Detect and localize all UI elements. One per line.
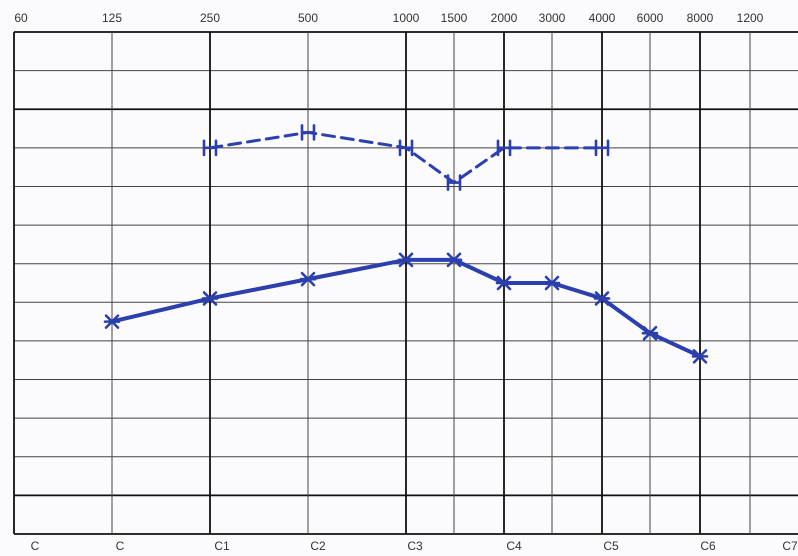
data-point bbox=[446, 174, 462, 191]
top-tick-label: 500 bbox=[298, 11, 318, 25]
point-marker bbox=[103, 314, 121, 329]
top-tick-label: 6000 bbox=[637, 11, 664, 25]
top-tick-label: 250 bbox=[200, 11, 220, 25]
point-marker bbox=[641, 325, 659, 341]
top-tick-label: 1000 bbox=[393, 11, 420, 25]
data-point bbox=[201, 291, 219, 306]
top-tick-label: 4000 bbox=[589, 11, 616, 25]
top-tick-label: 2000 bbox=[491, 11, 518, 25]
top-tick-label: 60 bbox=[14, 11, 28, 25]
data-point bbox=[398, 139, 414, 157]
point-marker bbox=[593, 291, 611, 306]
point-marker bbox=[397, 252, 415, 268]
bottom-tick-label: C4 bbox=[506, 539, 522, 553]
point-marker bbox=[496, 139, 512, 157]
data-point bbox=[397, 252, 415, 268]
point-marker bbox=[594, 139, 610, 157]
bottom-tick-label: C bbox=[116, 539, 125, 553]
data-point bbox=[202, 139, 218, 157]
data-point bbox=[593, 291, 611, 306]
bottom-tick-label: C6 bbox=[700, 539, 716, 553]
data-point bbox=[594, 139, 610, 157]
point-marker bbox=[300, 124, 316, 141]
top-tick-label: 1500 bbox=[441, 11, 468, 25]
point-marker bbox=[445, 252, 463, 268]
bottom-tick-label: C bbox=[31, 539, 40, 553]
data-point bbox=[103, 314, 121, 329]
point-marker bbox=[543, 275, 561, 291]
data-point bbox=[691, 349, 709, 364]
point-marker bbox=[691, 349, 709, 364]
top-tick-label: 8000 bbox=[687, 11, 714, 25]
dashed-series bbox=[202, 124, 610, 191]
data-point bbox=[641, 325, 659, 341]
data-point bbox=[445, 252, 463, 268]
grid bbox=[13, 31, 798, 535]
top-tick-label: 125 bbox=[102, 11, 122, 25]
bottom-tick-label: C1 bbox=[214, 539, 230, 553]
bottom-tick-label: C3 bbox=[407, 539, 423, 553]
data-point bbox=[543, 275, 561, 291]
top-tick-label: 1200 bbox=[737, 11, 764, 25]
series-line bbox=[208, 130, 604, 185]
point-marker bbox=[446, 174, 462, 191]
data-point bbox=[496, 139, 512, 157]
bottom-tick-label: C2 bbox=[310, 539, 326, 553]
data-point bbox=[495, 275, 513, 291]
data-point bbox=[299, 271, 317, 287]
point-marker bbox=[201, 291, 219, 306]
point-marker bbox=[299, 271, 317, 287]
bottom-tick-label: C7 bbox=[782, 539, 798, 553]
data-point bbox=[300, 124, 316, 141]
solid-series bbox=[103, 252, 709, 364]
series-line bbox=[110, 257, 702, 359]
point-marker bbox=[398, 139, 414, 157]
top-tick-label: 3000 bbox=[539, 11, 566, 25]
bottom-tick-label: C5 bbox=[603, 539, 619, 553]
point-marker bbox=[495, 275, 513, 291]
point-marker bbox=[202, 139, 218, 157]
